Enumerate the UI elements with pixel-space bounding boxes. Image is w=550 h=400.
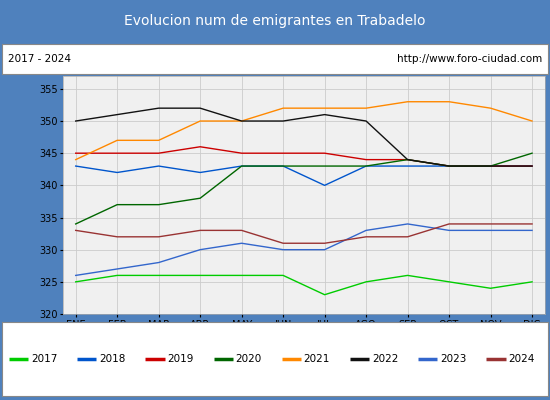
Text: 2024: 2024 (508, 354, 535, 364)
Text: 2017: 2017 (31, 354, 57, 364)
Text: http://www.foro-ciudad.com: http://www.foro-ciudad.com (397, 54, 542, 64)
Text: 2023: 2023 (440, 354, 466, 364)
Text: 2019: 2019 (167, 354, 194, 364)
Text: 2017 - 2024: 2017 - 2024 (8, 54, 70, 64)
Text: 2018: 2018 (99, 354, 125, 364)
Text: 2020: 2020 (235, 354, 262, 364)
Text: 2021: 2021 (304, 354, 330, 364)
Text: 2022: 2022 (372, 354, 398, 364)
Text: Evolucion num de emigrantes en Trabadelo: Evolucion num de emigrantes en Trabadelo (124, 14, 426, 28)
